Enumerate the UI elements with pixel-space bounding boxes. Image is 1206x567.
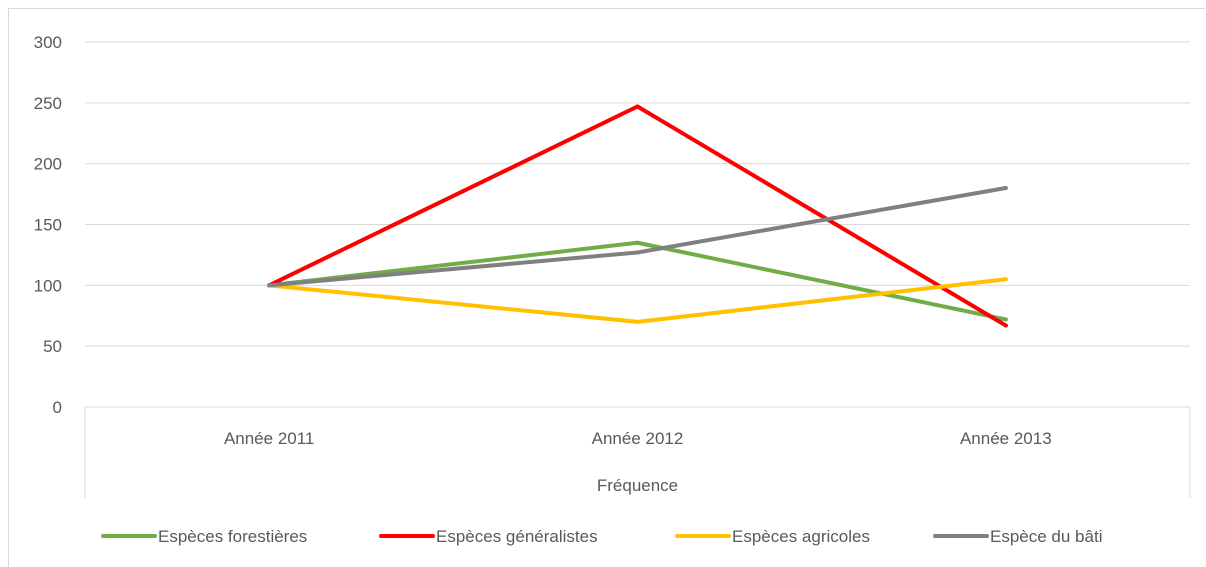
series-4-point — [1003, 186, 1008, 190]
x-axis-title: Fréquence — [597, 476, 678, 495]
y-tick-label: 250 — [34, 94, 62, 113]
grid-lines — [85, 41, 1190, 408]
series-1-point — [635, 240, 640, 245]
legend-label: Espèces généralistes — [436, 527, 598, 546]
series-4-point — [635, 250, 640, 255]
y-tick-label: 200 — [34, 155, 62, 174]
legend-label: Espèce du bâti — [990, 527, 1102, 546]
legend-label: Espèces agricoles — [732, 527, 870, 546]
legend-label: Espèces forestières — [158, 527, 307, 546]
series-3-point — [635, 319, 640, 324]
series-1-point — [1003, 317, 1008, 322]
x-tick-label: Année 2013 — [960, 429, 1052, 448]
series-2-point — [635, 104, 640, 109]
chart-frame — [8, 8, 1205, 567]
y-tick-label: 50 — [43, 337, 62, 356]
series-3-point — [1003, 277, 1008, 282]
legend-item[interactable]: Espèces forestières — [101, 527, 307, 546]
series-2-point — [1003, 323, 1008, 328]
y-tick-label: 100 — [34, 276, 62, 295]
y-tick-label: 150 — [34, 216, 62, 235]
legend-item[interactable]: Espèces généralistes — [379, 527, 598, 546]
legend-item[interactable]: Espèce du bâti — [933, 527, 1102, 546]
y-tick-label: 300 — [34, 33, 62, 52]
x-axis-tick-labels: Année 2011 Année 2012 Année 2013 — [224, 429, 1052, 448]
y-axis-tick-labels: 0 50 100 150 200 250 300 — [34, 33, 62, 417]
legend: Espèces forestières Espèces généralistes E… — [101, 527, 1102, 546]
legend-item[interactable]: Espèces agricoles — [675, 527, 870, 546]
category-axis-box — [84, 407, 1191, 498]
x-tick-label: Année 2011 — [224, 429, 314, 448]
x-tick-label: Année 2012 — [592, 429, 684, 448]
series-lines — [267, 104, 1008, 328]
series-4-point — [267, 283, 272, 288]
y-tick-label: 0 — [53, 398, 62, 417]
